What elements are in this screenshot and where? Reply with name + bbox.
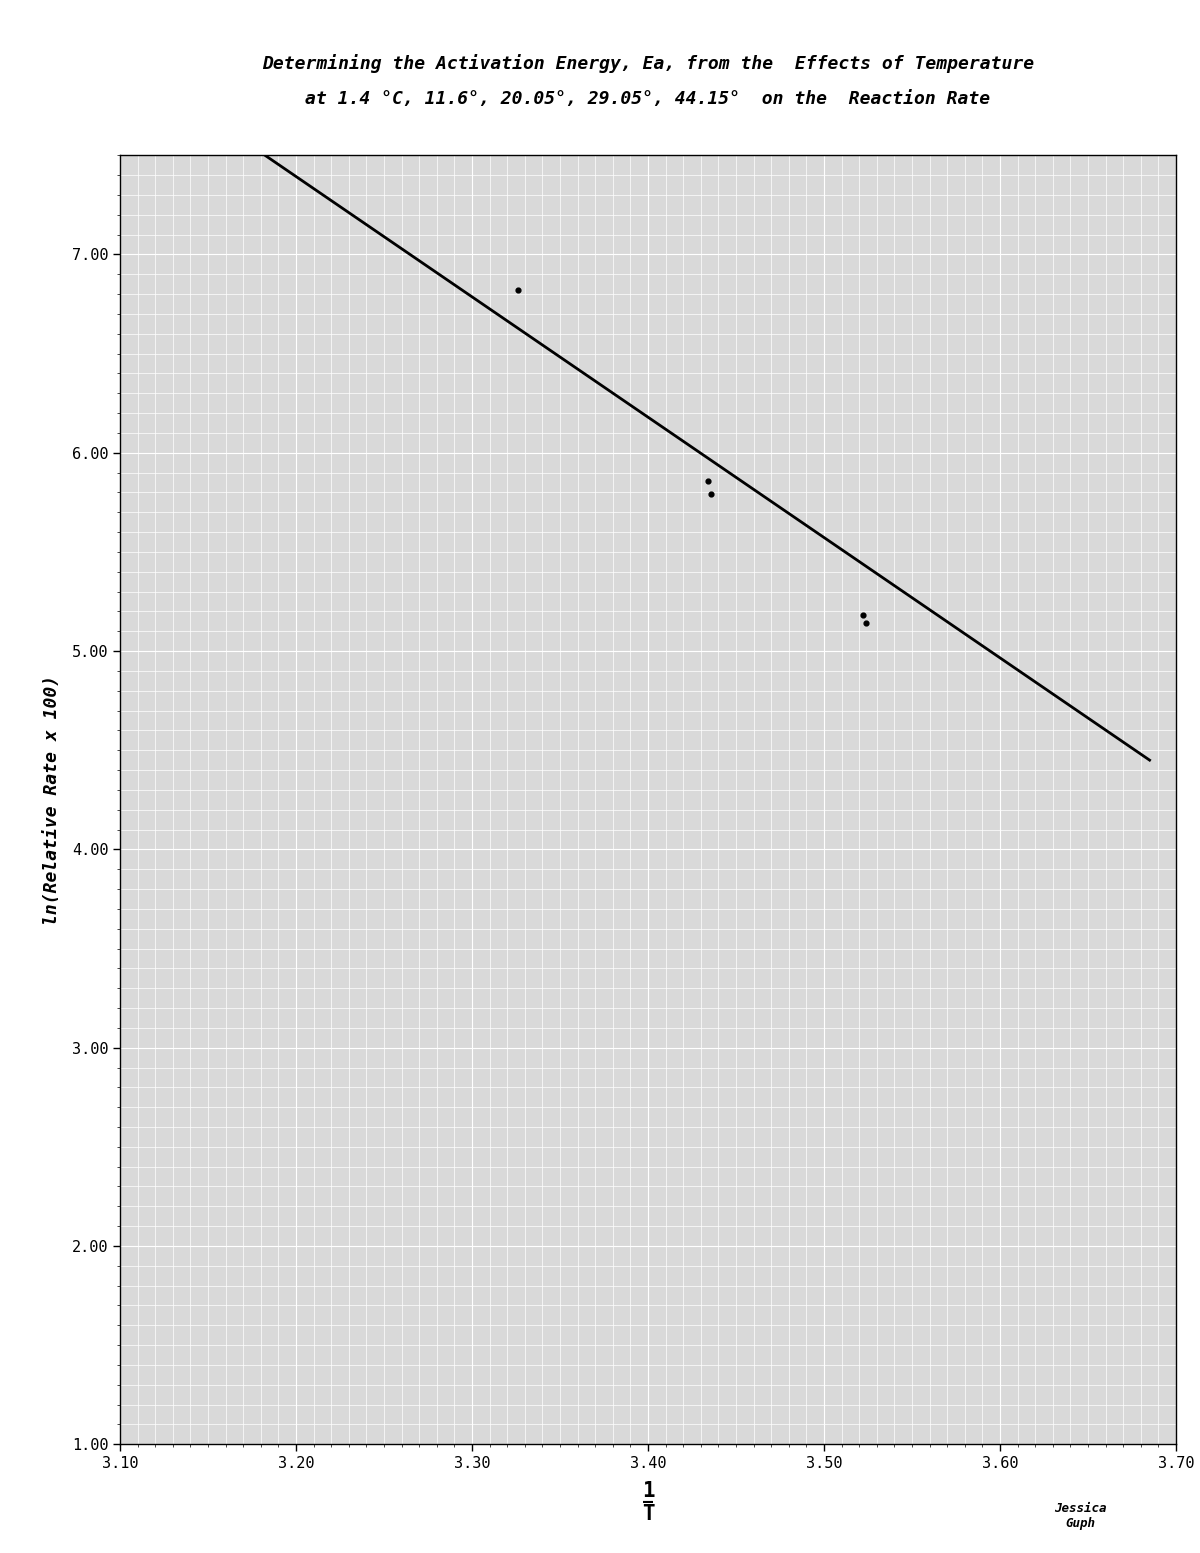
Point xyxy=(853,603,872,627)
Y-axis label: ln(Relative Rate x 100): ln(Relative Rate x 100) xyxy=(42,674,60,926)
Text: 1: 1 xyxy=(642,1482,654,1500)
Text: —: — xyxy=(643,1492,653,1511)
Point xyxy=(702,481,721,506)
Text: at 1.4 °C, 11.6°, 20.05°, 29.05°, 44.15°  on the  Reaction Rate: at 1.4 °C, 11.6°, 20.05°, 29.05°, 44.15°… xyxy=(306,90,990,109)
Text: T: T xyxy=(642,1505,654,1523)
Point xyxy=(508,278,527,303)
Point xyxy=(698,467,718,492)
Text: Jessica
Guph: Jessica Guph xyxy=(1054,1502,1106,1530)
Text: Determining the Activation Energy, Ea, from the  Effects of Temperature: Determining the Activation Energy, Ea, f… xyxy=(262,54,1034,73)
Point xyxy=(857,610,876,635)
